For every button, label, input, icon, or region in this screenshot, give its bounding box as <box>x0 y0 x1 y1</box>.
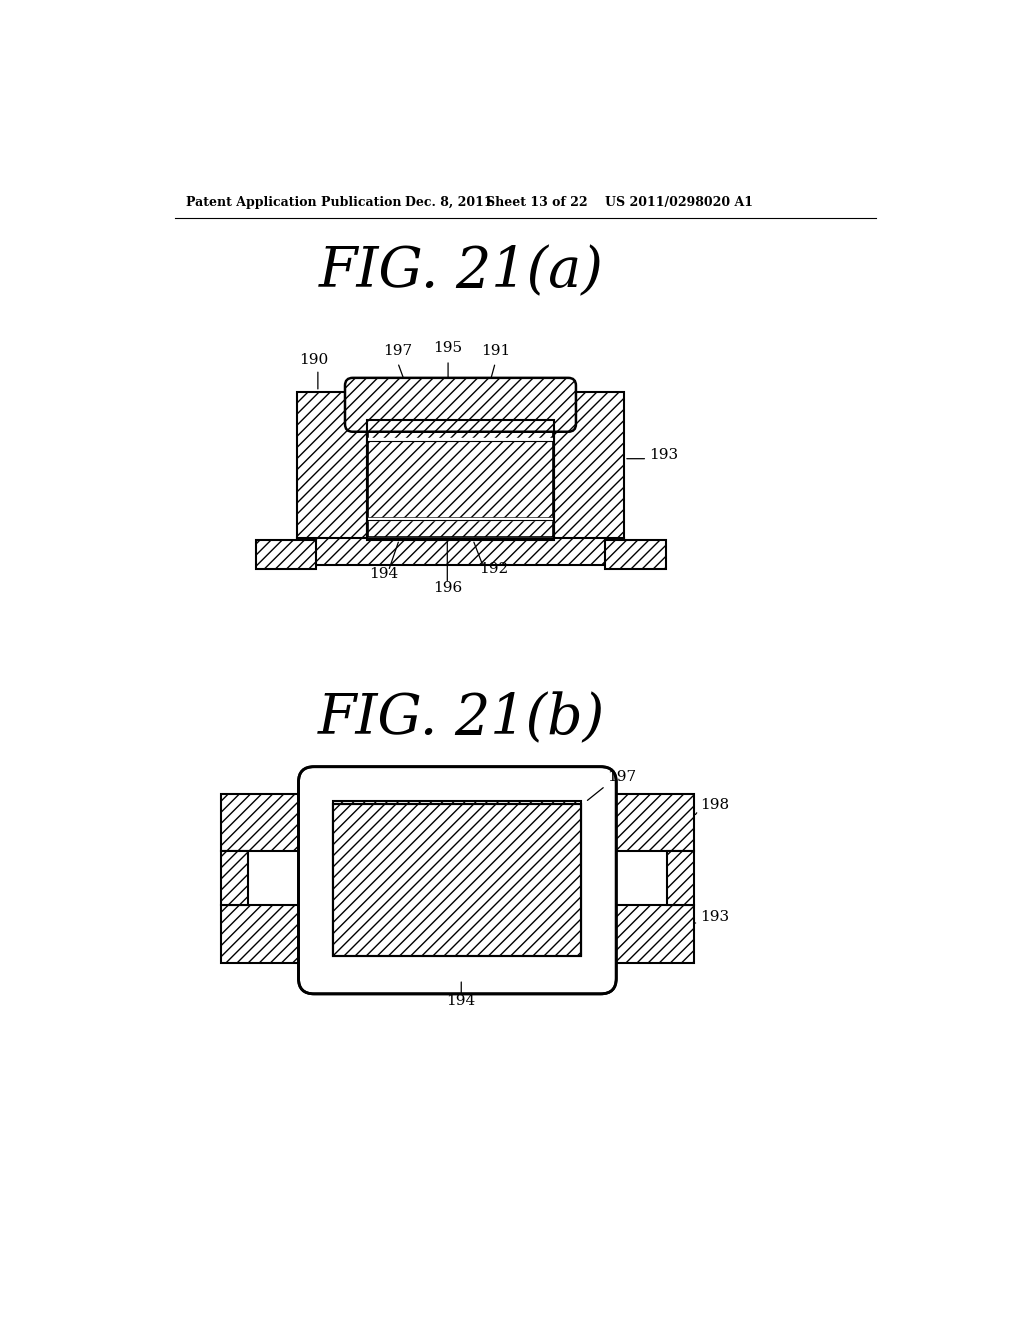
Bar <box>369 422 553 438</box>
Bar <box>554 392 624 560</box>
Text: US 2011/0298020 A1: US 2011/0298020 A1 <box>604 197 753 209</box>
Text: 197: 197 <box>607 770 636 784</box>
Bar <box>334 804 582 956</box>
Bar <box>221 793 330 851</box>
Text: 190: 190 <box>299 352 329 367</box>
Bar <box>334 804 582 956</box>
Bar <box>605 540 666 569</box>
Text: 197: 197 <box>383 343 413 358</box>
Text: 193: 193 <box>649 447 678 462</box>
Text: 195: 195 <box>433 342 463 355</box>
Text: 196: 196 <box>433 581 462 595</box>
Bar <box>367 392 554 539</box>
Bar <box>369 520 553 537</box>
FancyBboxPatch shape <box>345 378 575 432</box>
Bar <box>667 851 693 906</box>
Bar <box>334 801 582 956</box>
Bar <box>297 539 624 565</box>
Text: 194: 194 <box>446 994 476 1008</box>
Bar <box>221 906 330 964</box>
Text: FIG. 21(a): FIG. 21(a) <box>318 246 604 300</box>
Bar <box>586 793 693 851</box>
Text: 194: 194 <box>369 568 398 581</box>
Text: Sheet 13 of 22: Sheet 13 of 22 <box>486 197 588 209</box>
Bar <box>586 906 693 964</box>
Bar <box>221 851 248 906</box>
Text: 193: 193 <box>700 909 729 924</box>
Bar <box>369 441 553 517</box>
Bar <box>582 817 589 940</box>
Text: Patent Application Publication: Patent Application Publication <box>186 197 401 209</box>
FancyBboxPatch shape <box>299 767 616 994</box>
Text: 191: 191 <box>480 343 510 358</box>
Bar <box>297 392 367 560</box>
Text: 192: 192 <box>479 562 509 576</box>
Text: 198: 198 <box>700 799 729 812</box>
Bar <box>367 420 554 540</box>
Text: Dec. 8, 2011: Dec. 8, 2011 <box>406 197 494 209</box>
Bar <box>256 540 316 569</box>
Bar <box>326 817 334 940</box>
Text: FIG. 21(b): FIG. 21(b) <box>317 692 605 746</box>
